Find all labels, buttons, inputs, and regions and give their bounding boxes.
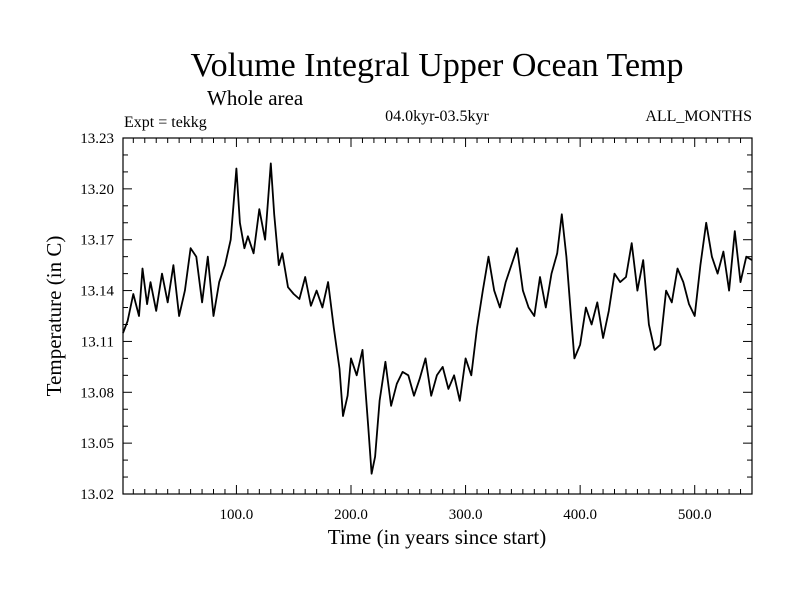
axes: 100.0 200.0 300.0 400.0 500.0 13.02 13.05 13.08… <box>80 131 752 523</box>
series-group <box>122 162 753 475</box>
x-tick-label: 500.0 <box>678 507 712 523</box>
y-axis-label: Temperature (in C) <box>42 236 66 397</box>
chart-title: Volume Integral Upper Ocean Temp <box>191 47 684 84</box>
x-tick-label: 100.0 <box>220 507 254 523</box>
y-tick-label: 13.20 <box>80 182 114 198</box>
x-tick-label: 200.0 <box>334 507 368 523</box>
y-tick-label: 13.11 <box>81 334 114 350</box>
y-tick-label: 13.23 <box>80 131 114 147</box>
x-tick-label: 300.0 <box>449 507 483 523</box>
x-axis-label: Time (in years since start) <box>328 525 547 549</box>
series-line-tekkg <box>122 162 753 475</box>
y-tick-label: 13.08 <box>80 385 114 401</box>
season-label: ALL_MONTHS <box>645 108 752 125</box>
y-tick-label: 13.02 <box>80 487 114 503</box>
x-tick-label: 400.0 <box>563 507 597 523</box>
experiment-label: Expt = tekkg <box>124 114 207 131</box>
y-tick-label: 13.17 <box>80 233 114 249</box>
chart-subtitle: Whole area <box>207 86 304 110</box>
plot-frame <box>122 137 753 495</box>
y-tick-label: 13.14 <box>80 284 114 300</box>
y-tick-label: 13.05 <box>80 436 114 452</box>
period-label: 04.0kyr-03.5kyr <box>385 108 489 125</box>
